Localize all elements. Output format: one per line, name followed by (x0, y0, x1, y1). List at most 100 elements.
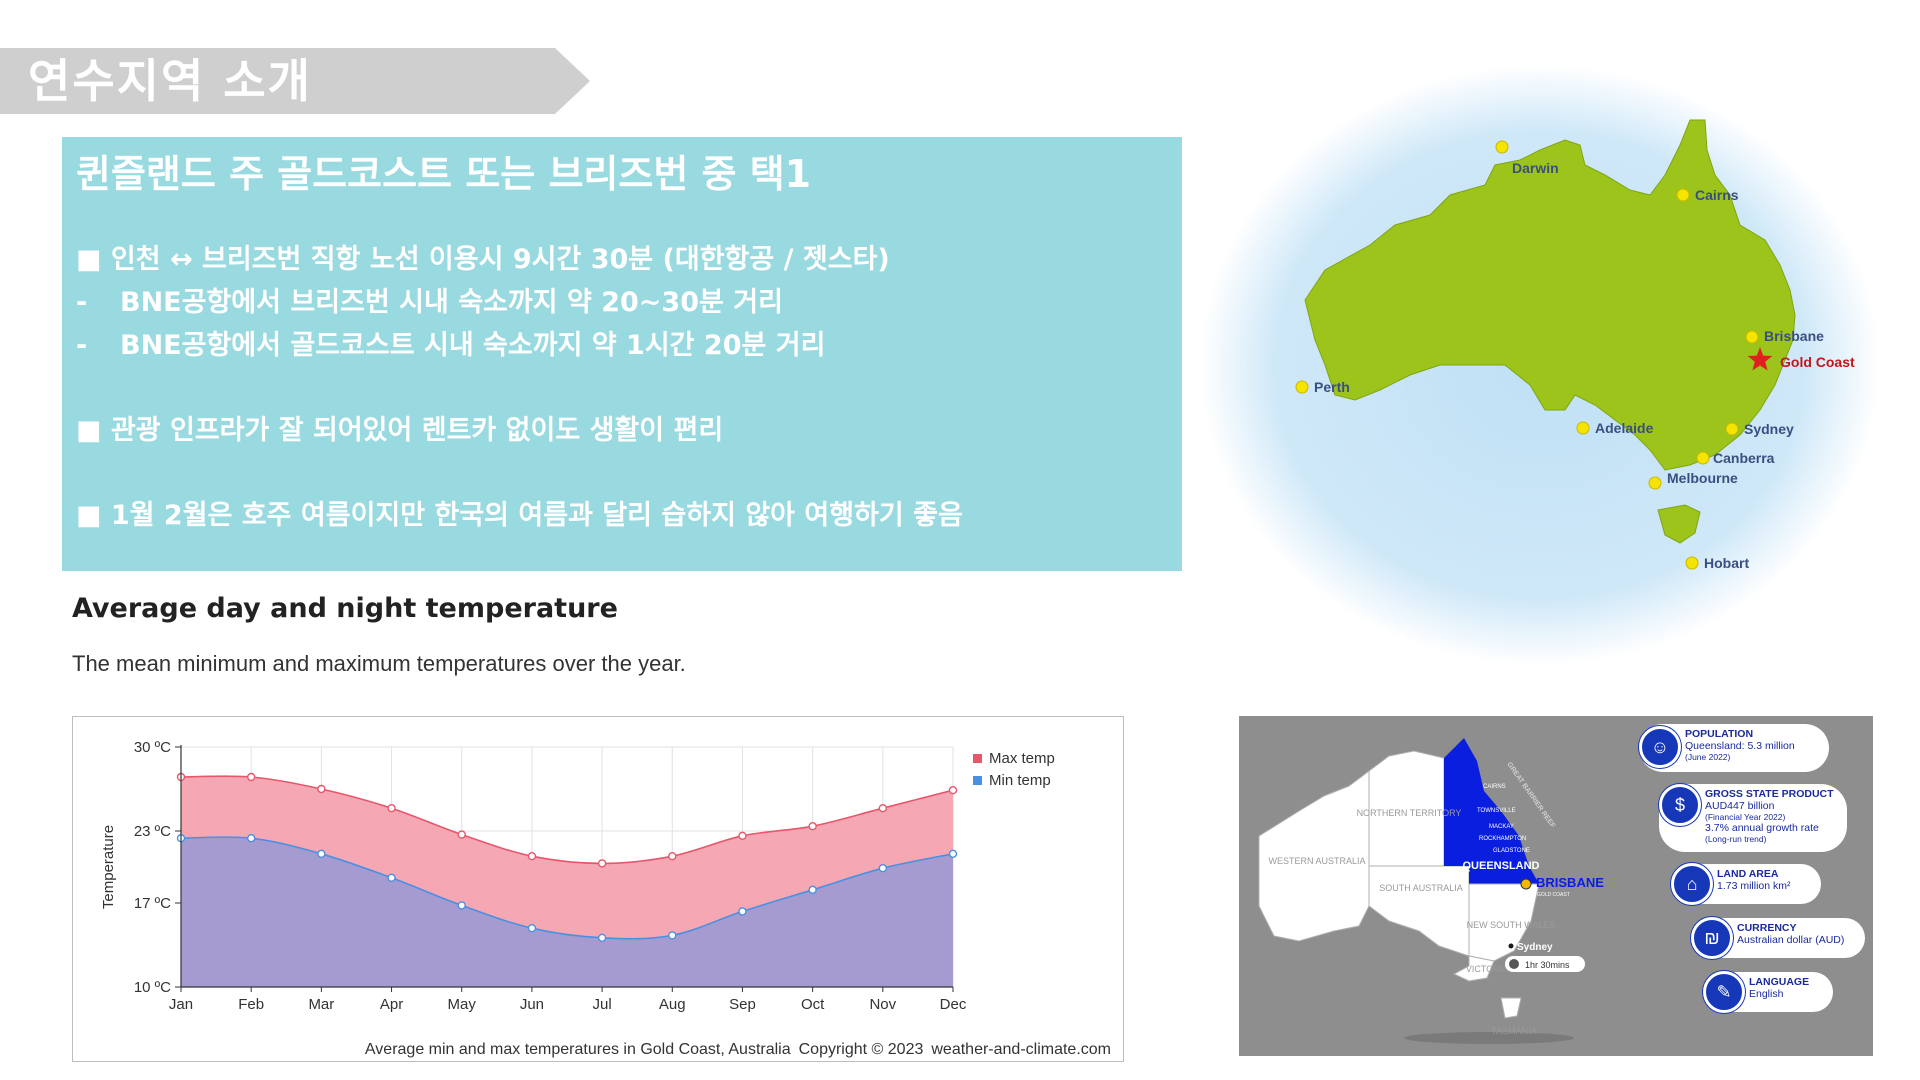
info-line-brisbane-transfer: - BNE공항에서 브리즈번 시내 숙소까지 약 20~30분 거리 (76, 280, 783, 319)
min-temp-point (317, 849, 326, 859)
x-tick-label: May (448, 996, 477, 1013)
city-label-gold-coast: Gold Coast (1780, 354, 1855, 370)
label-victoria: VICTORIA (1466, 964, 1508, 974)
x-tick-label: Jun (520, 996, 544, 1013)
label-gold-coast-small: GOLD COAST (1537, 892, 1570, 898)
label-northern-territory: NORTHERN TERRITORY (1357, 808, 1462, 818)
chart-caption: Average min and max temperatures in Gold… (365, 1041, 1111, 1059)
x-tick-label: Jul (592, 996, 611, 1013)
max-temp-point (878, 803, 888, 813)
city-marker (1576, 421, 1590, 435)
western-australia-region (1258, 770, 1370, 942)
stat-population-date: (June 2022) (1685, 752, 1731, 762)
x-tick-label: Sep (729, 996, 756, 1013)
plane-icon (1509, 959, 1519, 969)
info-box: 퀸즐랜드 주 골드코스트 또는 브리즈번 중 택1 ■ 인천 ↔ 브리즈번 직항… (62, 137, 1182, 571)
queensland-map-svg: WESTERN AUSTRALIA NORTHERN TERRITORY QUE… (1258, 738, 1604, 1044)
city-label-canberra: Canberra (1713, 450, 1775, 466)
caption-location: Average min and max temperatures in Gold… (364, 1041, 791, 1058)
stat-population: ☺ POPULATION Queensland: 5.3 million (June… (1639, 724, 1829, 772)
currency-icon: ₪ (1691, 917, 1733, 959)
south-australia-region (1368, 865, 1470, 957)
label-western-australia: WESTERN AUSTRALIA (1268, 856, 1365, 866)
slide-title: 연수지역 소개 (28, 54, 312, 108)
city-marker (1648, 476, 1662, 490)
brisbane-marker (1520, 878, 1532, 890)
min-temp-point (457, 901, 466, 910)
gold-coast-star-icon (1747, 347, 1773, 371)
city-marker (1676, 188, 1690, 202)
min-temp-point (808, 885, 817, 895)
legend-swatch (973, 776, 982, 785)
max-temp-point (246, 772, 256, 782)
stat-population-title: POPULATION (1685, 728, 1754, 740)
dash-bullet: - (76, 330, 88, 361)
info-line-goldcoast-text: BNE공항에서 골드코스트 시내 숙소까지 약 1시간 20분 거리 (120, 330, 826, 361)
queensland-info-map: WESTERN AUSTRALIA NORTHERN TERRITORY QUE… (1239, 716, 1873, 1056)
max-temp-point (527, 851, 537, 861)
label-flight-time: 1hr 30mins (1525, 960, 1570, 970)
info-line-weather: ■ 1월 2월은 호주 여름이지만 한국의 여름과 달리 습하지 않아 여행하기… (76, 500, 963, 531)
min-temp-point (878, 863, 888, 873)
stat-language-title: LANGUAGE (1749, 976, 1810, 988)
legend-label: Max temp (989, 750, 1055, 767)
caption-site-link[interactable]: weather-and-climate.com (931, 1041, 1111, 1058)
x-tick-label: Apr (380, 996, 403, 1013)
x-tick-label: Dec (940, 996, 967, 1013)
min-temp-point (246, 833, 256, 843)
info-line-flight: ■ 인천 ↔ 브리즈번 직항 노선 이용시 9시간 30분 (대한항공 / 젯스… (76, 244, 890, 275)
globe-map-svg: Darwin Cairns Brisbane Gold Coast Perth Adela… (1200, 65, 1880, 665)
x-tick-label: Aug (659, 996, 686, 1013)
max-temp-point (808, 821, 817, 831)
temperature-chart-svg: 10 ºC 17 ºC 23 ºC 30 ºC Jan Feb Mar Apr May Jun Ju… (100, 739, 1055, 1013)
city-label-hobart: Hobart (1704, 555, 1749, 571)
town-rockhampton: ROCKHAMPTON (1479, 836, 1526, 842)
city-label-darwin: Darwin (1512, 160, 1559, 176)
map-shadow (1404, 1032, 1574, 1044)
city-marker (1685, 556, 1699, 570)
max-temp-point (597, 859, 607, 868)
stat-currency-value: Australian dollar (AUD) (1737, 934, 1845, 946)
city-label-melbourne: Melbourne (1667, 470, 1738, 486)
label-tasmania: TASMANIA (1491, 1026, 1536, 1036)
city-marker (1725, 422, 1739, 436)
stat-currency: ₪ CURRENCY Australian dollar (AUD) (1691, 917, 1865, 959)
min-temp-area (181, 837, 953, 987)
town-gladstone: GLADSTONE (1493, 848, 1530, 854)
stat-gross-state-product: $ GROSS STATE PRODUCT AUD447 billion (Fina… (1659, 784, 1847, 852)
max-temp-point (317, 784, 326, 794)
y-tick-label: 10 ºC (134, 979, 171, 996)
economy-icon: $ (1659, 784, 1701, 826)
dash-bullet: - (76, 287, 88, 318)
max-temp-point (738, 831, 747, 841)
stat-gsp-value: AUD447 billion (1705, 800, 1775, 812)
min-temp-point (597, 933, 607, 943)
min-temp-point (668, 931, 677, 940)
legend-swatch (973, 754, 982, 763)
australia-globe-map: Darwin Cairns Brisbane Gold Coast Perth Adela… (1195, 65, 1885, 665)
city-label-adelaide: Adelaide (1595, 420, 1654, 436)
y-axis-label: Temperature (100, 825, 117, 909)
stat-currency-title: CURRENCY (1737, 922, 1797, 934)
stat-land-area-value: 1.73 million km² (1717, 880, 1791, 892)
legend-label: Min temp (989, 772, 1051, 789)
chart-description: The mean minimum and maximum temperature… (72, 651, 686, 676)
city-marker (1745, 330, 1759, 344)
stat-land-area-title: LAND AREA (1717, 868, 1779, 880)
x-tick-label: Oct (801, 996, 825, 1013)
victoria-region (1452, 955, 1495, 982)
info-line-goldcoast-transfer: - BNE공항에서 골드코스트 시내 숙소까지 약 1시간 20분 거리 (76, 323, 825, 362)
town-cairns: CAIRNS (1483, 784, 1506, 790)
label-sydney: Sydney (1517, 942, 1553, 953)
population-icon: ☺ (1639, 726, 1681, 768)
city-label-cairns: Cairns (1695, 187, 1739, 203)
stat-gsp-trend: (Long-run trend) (1705, 834, 1767, 844)
australia-mainland (1304, 119, 1796, 471)
info-line-brisbane-text: BNE공항에서 브리즈번 시내 숙소까지 약 20~30분 거리 (120, 287, 783, 318)
city-marker (1696, 451, 1710, 465)
info-title: 퀸즐랜드 주 골드코스트 또는 브리즈번 중 택1 (76, 152, 812, 196)
stat-language-value: English (1749, 988, 1784, 1000)
city-marker (1295, 380, 1309, 394)
label-great-barrier-reef: GREAT BARRIER REEF (1505, 761, 1556, 830)
town-mackay: MACKAY (1489, 824, 1514, 830)
